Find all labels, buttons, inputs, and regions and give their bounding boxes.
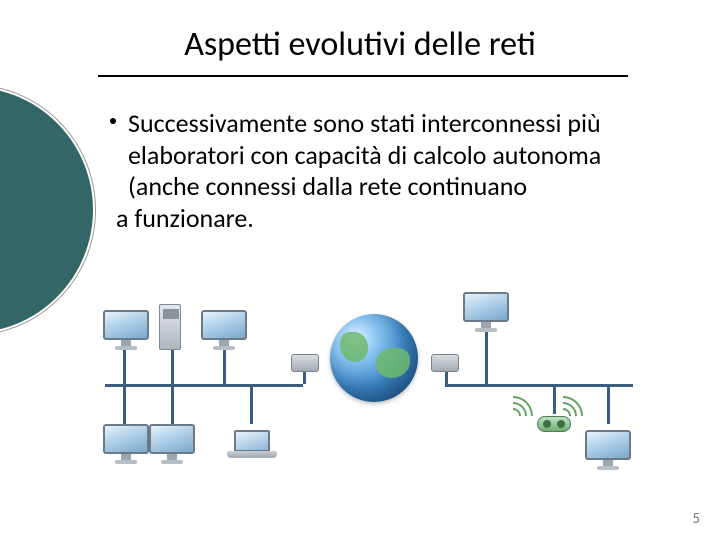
tower-icon-0 bbox=[159, 304, 181, 350]
bullet-marker bbox=[110, 118, 116, 124]
page-number: 5 bbox=[692, 510, 700, 528]
network-drop-3 bbox=[123, 384, 126, 424]
network-drop-2 bbox=[223, 348, 226, 384]
network-drop-1 bbox=[171, 348, 174, 384]
network-drop-4 bbox=[171, 384, 174, 424]
monitor-icon-2 bbox=[103, 310, 149, 350]
modem-icon-9 bbox=[291, 354, 319, 372]
monitor-icon-3 bbox=[149, 424, 195, 464]
network-drop-10 bbox=[607, 384, 610, 424]
network-drop-7 bbox=[445, 372, 448, 384]
laptop-icon-5 bbox=[227, 430, 277, 462]
monitor-icon-6 bbox=[463, 292, 509, 332]
network-diagram bbox=[105, 296, 633, 481]
bullet-text-continuation: a funzionare. bbox=[116, 203, 638, 235]
network-drop-9 bbox=[553, 384, 556, 414]
network-drop-0 bbox=[123, 348, 126, 384]
bullet-text: Successivamente sono stati interconnessi… bbox=[128, 107, 601, 202]
modem-icon-10 bbox=[431, 354, 459, 372]
network-drop-5 bbox=[250, 384, 253, 424]
title-underline bbox=[98, 75, 628, 77]
monitor-icon-1 bbox=[201, 310, 247, 350]
decorative-circle bbox=[0, 85, 95, 335]
router-icon-8 bbox=[537, 416, 571, 432]
network-drop-8 bbox=[485, 326, 488, 384]
wifi-icon-0 bbox=[513, 396, 533, 416]
network-bus-1 bbox=[445, 384, 633, 387]
monitor-icon-4 bbox=[103, 424, 149, 464]
bullet-block: Successivamente sono stati interconnessi… bbox=[128, 108, 638, 235]
network-drop-6 bbox=[303, 372, 306, 384]
monitor-icon-7 bbox=[585, 430, 631, 470]
slide-title: Aspetti evolutivi delle reti bbox=[0, 24, 720, 65]
globe-icon bbox=[330, 314, 418, 402]
network-bus-0 bbox=[105, 384, 303, 387]
wifi-icon-1 bbox=[563, 396, 583, 416]
